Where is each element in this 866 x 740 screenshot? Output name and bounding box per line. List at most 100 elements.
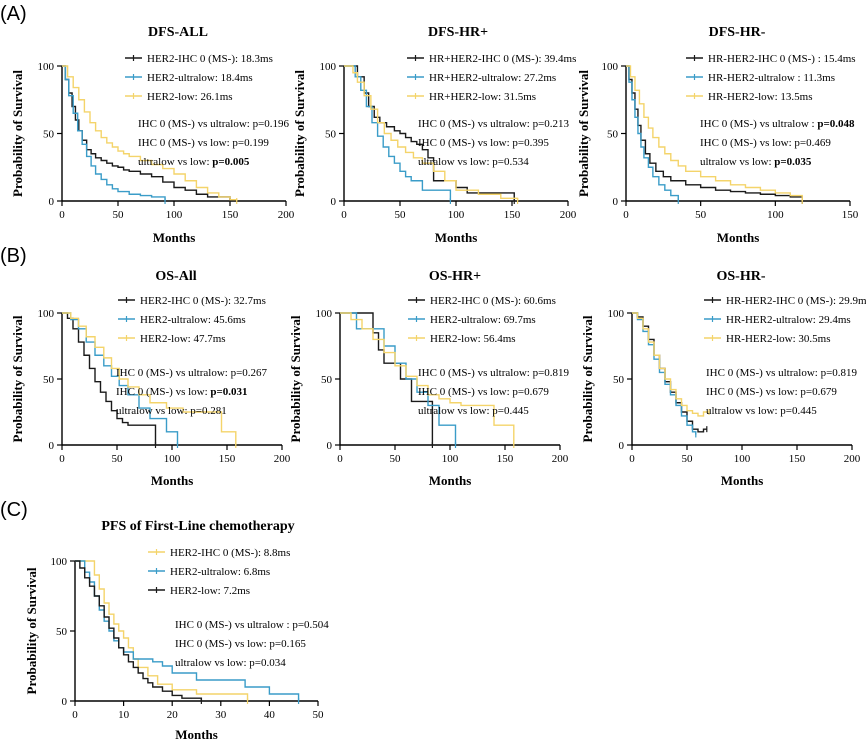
p-value-significant: p=0.048 (817, 118, 855, 130)
x-tick-label: 100 (164, 453, 181, 465)
p-value-annotation: IHC 0 (MS-) vs low: p=0.469 (700, 137, 831, 149)
y-tick-label: 50 (321, 374, 333, 386)
x-tick-label: 0 (623, 209, 629, 221)
y-tick-label: 0 (49, 196, 55, 208)
x-tick-label: 200 (560, 209, 577, 221)
x-tick-label: 100 (734, 453, 751, 465)
x-axis-label: Months (175, 727, 218, 740)
y-tick-label: 50 (325, 129, 337, 141)
legend-entry: HR+HER2-low: 31.5ms (429, 91, 536, 103)
chart-title: OS-HR+ (429, 269, 481, 284)
p-value-annotation: ultralow vs low: p=0.445 (418, 405, 529, 417)
p-value-text: IHC 0 (MS-) vs low: p=0.199 (138, 137, 269, 149)
legend-entry: HR-HER2-ultralow: 29.4ms (726, 314, 851, 326)
legend-entry: HER2-low: 7.2ms (170, 585, 250, 597)
p-value-text: IHC 0 (MS-) vs ultralow: p=0.819 (418, 367, 570, 379)
x-tick-label: 40 (264, 709, 276, 721)
km-curve-yellow (340, 312, 515, 445)
p-value-text: ultralow vs low: (138, 156, 212, 168)
legend-entry: HR-HER2-low: 13.5ms (708, 91, 813, 103)
km-curve-black (75, 560, 203, 701)
p-value-text: IHC 0 (MS-) vs low: (116, 386, 210, 398)
x-tick-label: 50 (313, 709, 325, 721)
y-tick-label: 50 (43, 374, 55, 386)
chart-title: PFS of First-Line chemotherapy (101, 519, 294, 534)
km-curve-yellow (62, 312, 237, 445)
km-curve-black (626, 65, 803, 201)
p-value-text: IHC 0 (MS-) vs ultralow: p=0.267 (116, 367, 268, 379)
p-value-annotation: IHC 0 (MS-) vs ultralow : p=0.048 (700, 118, 855, 130)
p-value-text: ultralow vs low: p=0.281 (116, 405, 227, 417)
km-curve-blue (632, 312, 697, 435)
x-tick-label: 200 (552, 453, 569, 465)
p-value-significant: p=0.035 (774, 156, 812, 168)
km-curve-yellow (75, 560, 249, 701)
x-tick-label: 200 (844, 453, 861, 465)
p-value-annotation: IHC 0 (MS-) vs low: p=0.679 (706, 386, 837, 398)
km-curve-yellow (62, 65, 238, 201)
y-axis-label: Probability of Survival (10, 70, 25, 197)
x-tick-label: 200 (274, 453, 291, 465)
p-value-text: IHC 0 (MS-) vs low: p=0.469 (700, 137, 831, 149)
x-tick-label: 50 (682, 453, 694, 465)
km-chart-6: OS-HR- 0 50 100 150 200 0 50 100 Months Probabilit… (580, 269, 866, 488)
x-tick-label: 0 (59, 453, 65, 465)
y-axis-label: Probability of Survival (580, 315, 595, 442)
p-value-annotation: ultralow vs low: p=0.034 (175, 657, 286, 669)
x-tick-label: 50 (113, 209, 125, 221)
km-chart-4: OS-All 0 50 100 150 200 0 50 100 Months Probabilit… (10, 269, 291, 488)
x-tick-label: 50 (390, 453, 402, 465)
legend-entry: HER2-ultralow: 45.6ms (140, 314, 246, 326)
p-value-text: IHC 0 (MS-) vs ultralow : (700, 118, 817, 130)
km-curve-yellow (344, 65, 519, 201)
chart-title: DFS-HR+ (428, 25, 488, 40)
legend-entry: HER2-low: 47.7ms (140, 333, 226, 345)
y-tick-label: 100 (608, 308, 625, 320)
x-axis-label: Months (153, 230, 196, 245)
x-axis-label: Months (151, 473, 194, 488)
x-axis-label: Months (717, 230, 760, 245)
p-value-annotation: IHC 0 (MS-) vs low: p=0.165 (175, 638, 306, 650)
legend-entry: HER2-ultralow: 69.7ms (430, 314, 536, 326)
x-tick-label: 150 (219, 453, 236, 465)
p-value-annotation: IHC 0 (MS-) vs low: p=0.031 (116, 386, 248, 398)
y-tick-label: 100 (602, 61, 619, 73)
km-chart-1: DFS-ALL 0 50 100 150 200 0 50 100 Months Probabili… (10, 25, 295, 245)
x-axis-label: Months (435, 230, 478, 245)
km-curve-blue (75, 560, 300, 701)
p-value-annotation: IHC 0 (MS-) vs ultralow: p=0.196 (138, 118, 290, 130)
x-tick-label: 50 (695, 209, 707, 221)
p-value-text: IHC 0 (MS-) vs low: p=0.395 (418, 137, 549, 149)
y-tick-label: 100 (316, 308, 333, 320)
y-tick-label: 0 (613, 196, 619, 208)
km-curve-black (62, 65, 231, 201)
km-curve-black (340, 312, 434, 445)
p-value-text: ultralow vs low: p=0.534 (418, 156, 529, 168)
x-tick-label: 0 (341, 209, 347, 221)
p-value-annotation: IHC 0 (MS-) vs low: p=0.199 (138, 137, 269, 149)
panel-label-c: (C) (0, 499, 28, 521)
x-tick-label: 0 (59, 209, 65, 221)
y-tick-label: 0 (331, 196, 337, 208)
x-tick-label: 100 (166, 209, 183, 221)
p-value-annotation: ultralow vs low: p=0.445 (706, 405, 817, 417)
km-chart-3: DFS-HR- 0 50 100 150 0 50 100 Months Probability … (576, 25, 859, 245)
legend-entry: HER2-ultralow: 6.8ms (170, 566, 270, 578)
p-value-significant: p=0.005 (212, 156, 250, 168)
x-tick-label: 100 (767, 209, 784, 221)
legend-entry: HER2-IHC 0 (MS-): 18.3ms (147, 53, 273, 65)
p-value-annotation: ultralow vs low: p=0.035 (700, 156, 812, 168)
x-tick-label: 0 (629, 453, 635, 465)
x-tick-label: 50 (395, 209, 407, 221)
legend-entry: HR-HER2-IHC 0 (MS-): 29.9ms (726, 295, 866, 307)
km-curve-black (344, 65, 515, 201)
legend-entry: HR+HER2-ultralow: 27.2ms (429, 72, 556, 84)
km-curve-yellow (626, 65, 803, 201)
legend-entry: HER2-IHC 0 (MS-): 60.6ms (430, 295, 556, 307)
p-value-text: IHC 0 (MS-) vs low: p=0.679 (418, 386, 549, 398)
p-value-annotation: ultralow vs low: p=0.534 (418, 156, 529, 168)
p-value-text: ultralow vs low: p=0.445 (418, 405, 529, 417)
p-value-significant: p=0.031 (210, 386, 247, 398)
km-chart-5: OS-HR+ 0 50 100 150 200 0 50 100 Months Probabilit… (288, 269, 570, 488)
